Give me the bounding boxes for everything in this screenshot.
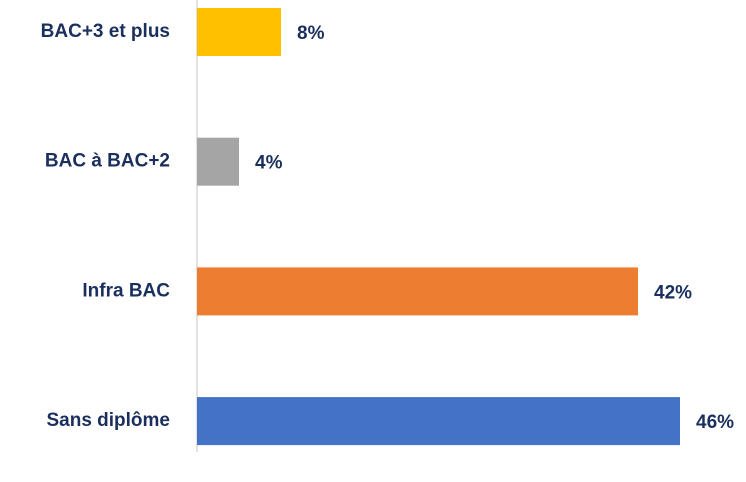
bar: [197, 397, 680, 446]
category-label: BAC+3 et plus: [41, 21, 170, 42]
category-label: BAC à BAC+2: [45, 151, 170, 172]
category-label: Sans diplôme: [46, 410, 170, 431]
bar: [197, 137, 239, 186]
value-label: 4%: [255, 153, 283, 174]
bar: [197, 267, 638, 316]
value-label: 42%: [654, 282, 692, 303]
bar: [197, 8, 281, 56]
category-label: Infra BAC: [82, 280, 170, 301]
value-label: 46%: [696, 412, 734, 433]
value-label: 8%: [297, 23, 325, 44]
